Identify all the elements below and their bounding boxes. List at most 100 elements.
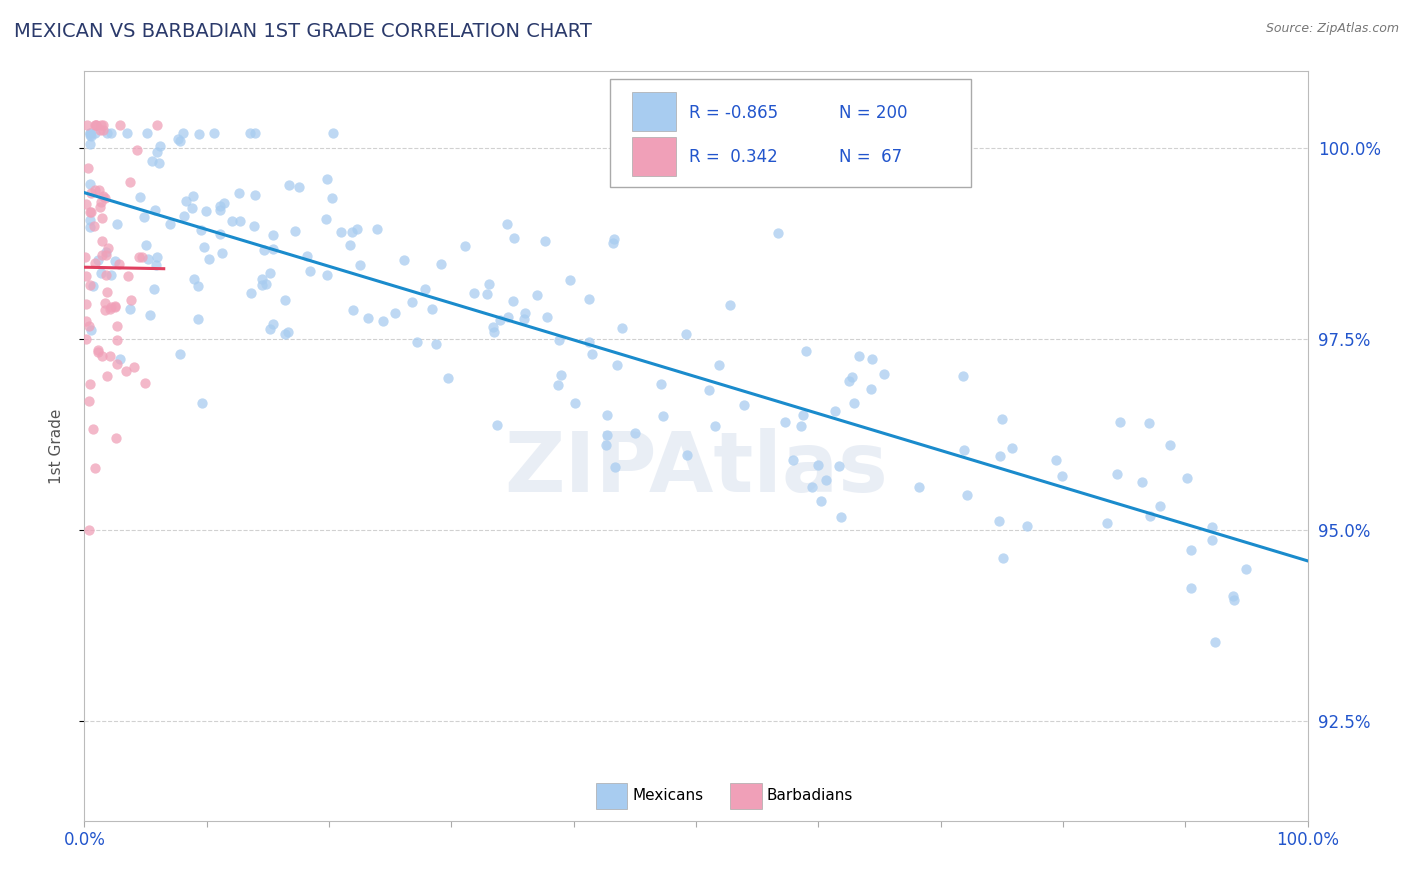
Point — [91, 118, 114, 132]
Point — [512, 312, 534, 326]
Point — [87, 183, 110, 197]
Point — [89, 266, 111, 280]
Point — [118, 175, 141, 189]
Point — [75, 332, 97, 346]
Point — [125, 143, 148, 157]
Point — [75, 314, 97, 328]
Point — [98, 349, 121, 363]
Point — [420, 301, 443, 316]
Point — [550, 368, 572, 382]
Point — [315, 268, 337, 283]
Text: R = -0.865: R = -0.865 — [689, 103, 778, 121]
Point — [198, 252, 221, 267]
Point — [1149, 500, 1171, 514]
Point — [496, 310, 519, 325]
Point — [79, 205, 101, 219]
Point — [100, 126, 122, 140]
Point — [243, 187, 266, 202]
Point — [624, 425, 647, 440]
Point — [1001, 441, 1024, 455]
Point — [860, 351, 883, 366]
Point — [1201, 519, 1223, 533]
Point — [262, 227, 284, 242]
Point — [202, 126, 225, 140]
Point — [496, 217, 519, 231]
Point — [366, 221, 388, 235]
Point — [384, 306, 406, 320]
Point — [83, 183, 105, 197]
Point — [143, 282, 166, 296]
Point — [169, 347, 191, 361]
Point — [558, 273, 581, 287]
Point — [794, 343, 817, 358]
Point — [548, 333, 571, 347]
Point — [131, 250, 153, 264]
Point — [143, 202, 166, 217]
Point — [709, 358, 731, 372]
Point — [844, 396, 866, 410]
Point — [1050, 468, 1073, 483]
Point — [173, 209, 195, 223]
Point — [79, 318, 101, 333]
Text: R =  0.342: R = 0.342 — [689, 148, 778, 166]
Point — [148, 156, 170, 170]
Point — [146, 145, 169, 160]
Point — [349, 258, 371, 272]
Point — [136, 126, 159, 140]
Point — [991, 551, 1014, 566]
Point — [315, 171, 337, 186]
Point — [357, 310, 380, 325]
Point — [105, 217, 128, 231]
Point — [315, 211, 337, 226]
Y-axis label: 1st Grade: 1st Grade — [49, 409, 63, 483]
Point — [475, 286, 498, 301]
Point — [122, 360, 145, 375]
Point — [108, 118, 131, 132]
Point — [188, 127, 211, 141]
Point — [94, 303, 117, 318]
Point — [482, 320, 505, 334]
FancyBboxPatch shape — [730, 783, 762, 809]
Point — [172, 126, 194, 140]
Point — [1130, 475, 1153, 489]
Point — [167, 132, 190, 146]
Point — [1045, 453, 1067, 467]
Point — [486, 417, 509, 432]
Point — [652, 409, 675, 423]
Point — [295, 248, 318, 262]
Point — [80, 186, 103, 200]
Point — [82, 422, 104, 436]
Point — [841, 370, 863, 384]
Point — [437, 371, 460, 385]
Point — [800, 481, 823, 495]
Point — [245, 126, 267, 140]
Point — [108, 257, 131, 271]
Point — [1234, 562, 1257, 576]
Point — [602, 235, 624, 250]
Point — [526, 288, 548, 302]
Point — [484, 325, 506, 339]
Point — [159, 217, 181, 231]
Point — [209, 227, 232, 242]
Point — [873, 367, 896, 381]
Point — [195, 203, 218, 218]
Point — [77, 394, 100, 409]
Point — [513, 305, 536, 319]
Point — [79, 128, 101, 143]
Point — [100, 268, 122, 282]
Point — [425, 337, 447, 351]
Point — [578, 334, 600, 349]
FancyBboxPatch shape — [610, 78, 972, 187]
Point — [952, 369, 974, 384]
Point — [83, 219, 105, 233]
Point — [277, 178, 299, 193]
Point — [534, 234, 557, 248]
Point — [135, 238, 157, 252]
Point — [181, 189, 204, 203]
FancyBboxPatch shape — [596, 783, 627, 809]
Point — [75, 269, 97, 284]
Point — [564, 396, 586, 410]
FancyBboxPatch shape — [633, 93, 676, 131]
Point — [810, 493, 832, 508]
Point — [149, 139, 172, 153]
